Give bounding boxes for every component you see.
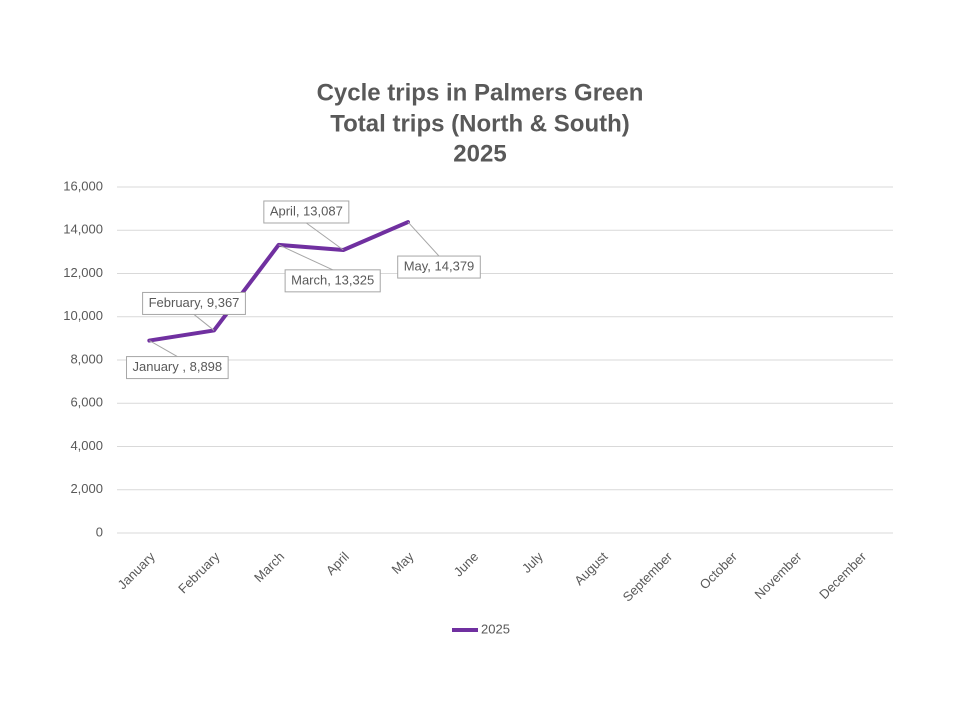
y-tick-label: 14,000 — [63, 222, 103, 237]
data-label-text: March, 13,325 — [291, 272, 374, 287]
y-tick-label: 16,000 — [63, 178, 103, 193]
data-label: March, 13,325 — [278, 244, 381, 293]
data-label: April, 13,087 — [263, 200, 350, 251]
leader-line — [278, 244, 333, 271]
data-label-box — [284, 269, 381, 293]
data-label-text: February, 9,367 — [149, 295, 240, 310]
chart-title: 2025 — [453, 140, 506, 167]
data-label-text: April, 13,087 — [270, 203, 343, 218]
leader-line — [407, 221, 440, 257]
chart-title: Total trips (North & South) — [330, 110, 630, 137]
data-label: May, 14,379 — [397, 221, 481, 279]
data-label-box — [126, 356, 229, 380]
data-label-box — [142, 291, 246, 315]
y-tick-label: 10,000 — [63, 308, 103, 323]
y-tick-label: 0 — [96, 524, 103, 539]
legend-label: 2025 — [481, 621, 510, 636]
data-label: January , 8,898 — [126, 340, 229, 380]
y-tick-label: 4,000 — [70, 438, 103, 453]
leader-line — [193, 314, 215, 331]
data-label: February, 9,367 — [142, 291, 246, 331]
y-tick-label: 12,000 — [63, 265, 103, 280]
data-label-text: May, 14,379 — [404, 258, 475, 273]
y-tick-label: 6,000 — [70, 395, 103, 410]
leader-line — [306, 222, 344, 251]
data-label-text: January , 8,898 — [133, 359, 223, 374]
y-tick-label: 2,000 — [70, 481, 103, 496]
data-label-box — [263, 200, 350, 224]
data-label-box — [397, 255, 481, 279]
y-tick-label: 8,000 — [70, 351, 103, 366]
chart-title: Cycle trips in Palmers Green — [317, 79, 644, 106]
leader-line — [149, 340, 178, 358]
